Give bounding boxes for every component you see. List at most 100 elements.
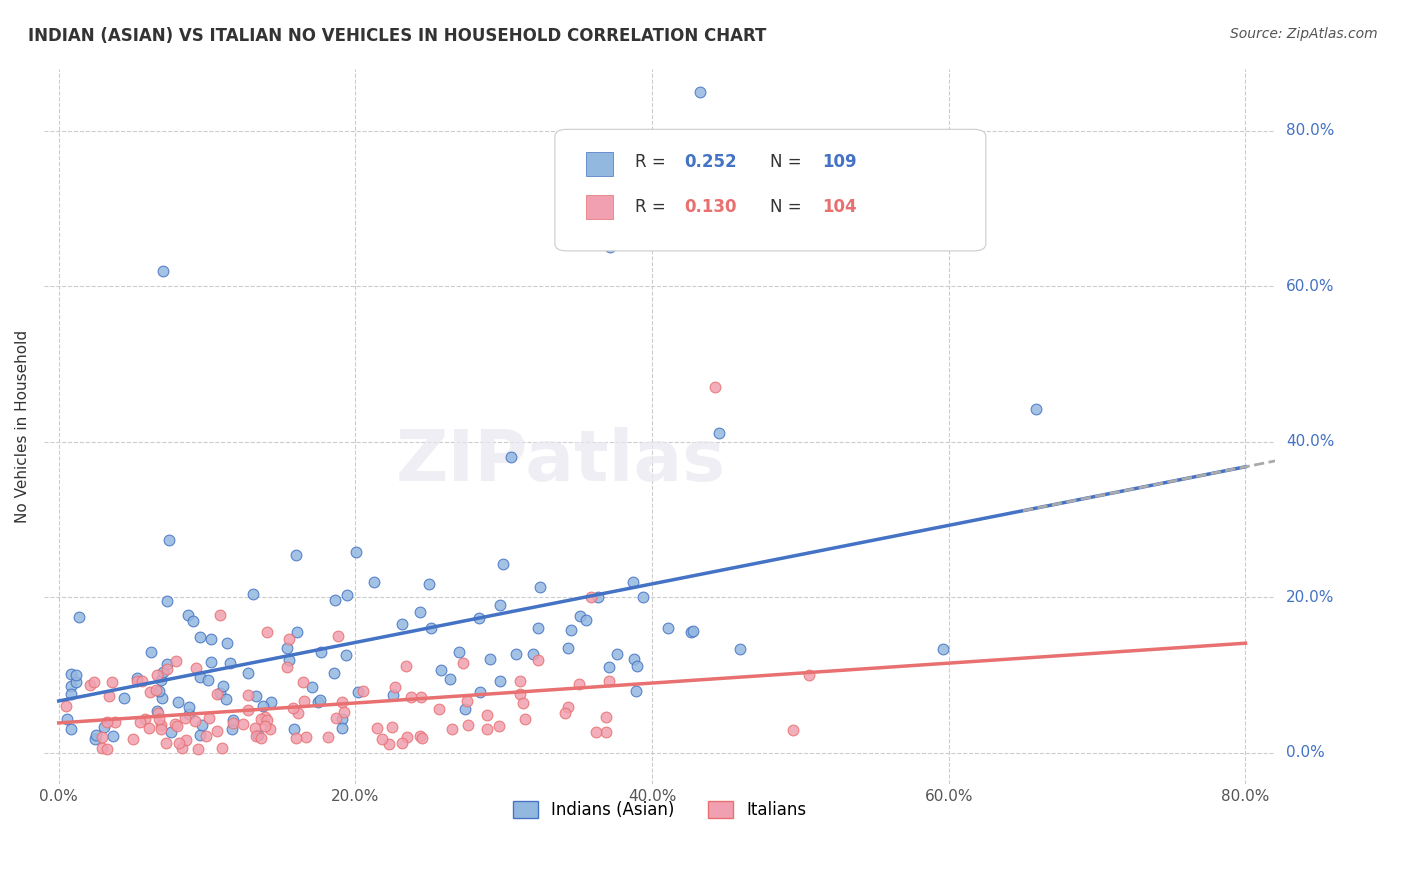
Indians (Asian) [621,574,644,589]
Indians (Asian) [569,609,592,624]
Italians [131,674,153,689]
Italians [98,689,121,703]
Italians [332,695,354,709]
Indians (Asian) [127,672,149,686]
Italians [384,680,406,694]
Italians [557,700,579,714]
Italians [456,694,478,708]
Italians [567,677,589,691]
Indians (Asian) [156,593,179,607]
Indians (Asian) [211,679,233,693]
Indians (Asian) [707,426,730,441]
Indians (Asian) [93,720,115,734]
Indians (Asian) [247,727,270,741]
Text: ZIPatlas: ZIPatlas [396,427,725,496]
Italians [250,731,273,745]
Text: R =: R = [636,197,671,216]
Italians [148,712,170,726]
Indians (Asian) [236,665,259,680]
Indians (Asian) [242,587,264,601]
Italians [513,713,536,727]
Text: N =: N = [770,153,807,171]
Indians (Asian) [330,712,353,726]
Italians [236,688,259,702]
Text: 0.130: 0.130 [685,197,737,216]
Italians [292,693,315,707]
FancyBboxPatch shape [586,153,613,176]
Italians [232,717,254,731]
Indians (Asian) [730,641,752,656]
Italians [149,723,172,737]
Italians [477,707,499,722]
Text: 80.0%: 80.0% [1286,123,1334,138]
Indians (Asian) [453,702,475,716]
Italians [527,653,550,667]
Italians [209,607,232,622]
Indians (Asian) [488,673,510,688]
Italians [509,673,531,688]
Indians (Asian) [59,687,82,701]
Legend: Indians (Asian), Italians: Indians (Asian), Italians [506,794,813,825]
Indians (Asian) [156,657,179,671]
Italians [90,741,112,756]
Italians [238,703,260,717]
Italians [371,732,394,747]
Italians [366,721,388,735]
Indians (Asian) [188,728,211,742]
Indians (Asian) [278,653,301,667]
Indians (Asian) [84,728,107,742]
Italians [146,706,169,720]
Italians [104,714,127,729]
Italians [256,713,278,727]
Indians (Asian) [60,667,83,681]
Italians [325,711,347,725]
Italians [96,742,118,756]
Italians [441,722,464,736]
Indians (Asian) [657,621,679,635]
FancyBboxPatch shape [555,129,986,251]
Italians [509,686,531,700]
Indians (Asian) [522,648,544,662]
Italians [83,674,105,689]
Italians [146,668,169,682]
Italians [554,706,576,721]
Indians (Asian) [157,533,180,547]
Italians [169,736,191,750]
Text: 60.0%: 60.0% [1286,278,1334,293]
Indians (Asian) [468,685,491,699]
Italians [187,741,209,756]
Indians (Asian) [391,616,413,631]
Indians (Asian) [148,684,170,698]
Indians (Asian) [150,691,173,706]
Indians (Asian) [346,685,368,699]
Italians [198,711,221,725]
Italians [165,654,187,668]
Indians (Asian) [626,683,648,698]
Text: 40.0%: 40.0% [1286,434,1334,450]
Italians [453,656,475,670]
Italians [475,723,498,737]
Italians [91,730,114,744]
Italians [156,662,179,676]
Italians [281,701,304,715]
Indians (Asian) [181,614,204,628]
Italians [411,731,433,746]
Indians (Asian) [505,647,527,661]
Italians [250,712,273,726]
Indians (Asian) [160,725,183,739]
Italians [205,724,228,739]
Indians (Asian) [575,613,598,627]
Text: N =: N = [770,197,807,216]
Italians [253,719,276,733]
Italians [55,698,77,713]
Indians (Asian) [200,632,222,646]
Italians [278,632,301,646]
Italians [100,674,122,689]
Italians [294,731,316,745]
Italians [399,690,422,704]
Indians (Asian) [623,652,645,666]
Italians [378,737,401,751]
Text: INDIAN (ASIAN) VS ITALIAN NO VEHICLES IN HOUSEHOLD CORRELATION CHART: INDIAN (ASIAN) VS ITALIAN NO VEHICLES IN… [28,27,766,45]
Indians (Asian) [557,640,579,655]
Italians [145,682,167,697]
